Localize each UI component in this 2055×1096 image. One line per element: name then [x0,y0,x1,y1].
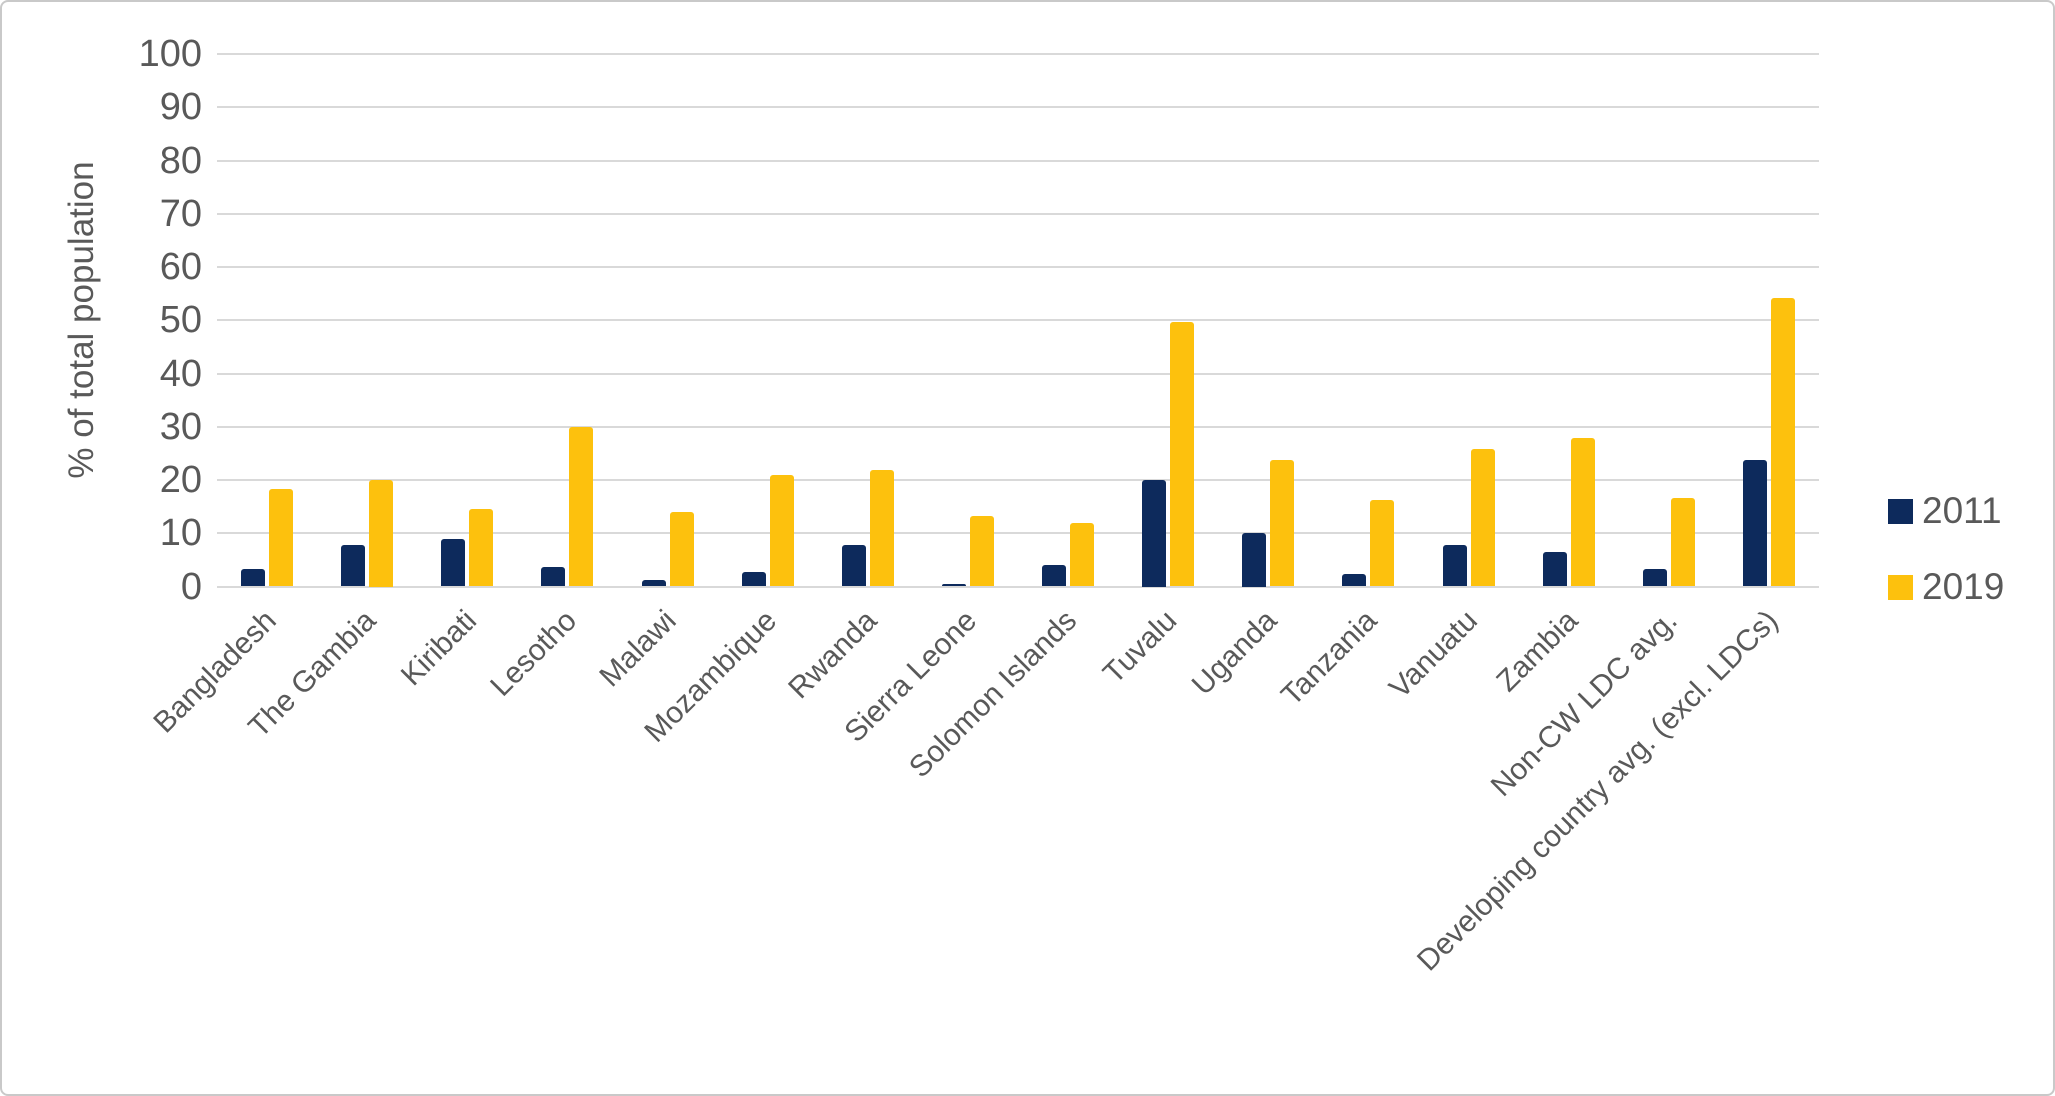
gridline-90 [217,106,1819,109]
legend-label-2011: 2011 [1922,490,2002,531]
legend-swatch-2019 [1888,574,1913,600]
bar-2011-tanzania [1342,573,1367,587]
bar-2011-mozambique [741,572,766,587]
bar-2019-the-gambia [369,480,394,587]
bar-2019-bangladesh [269,489,294,587]
bar-2019-developing-country-avg-excl-ldcs [1770,297,1795,587]
bar-2019-lesotho [569,427,594,587]
bar-2011-sierra-leone [941,584,966,587]
bar-2011-vanuatu [1442,545,1467,587]
bar-2019-non-cw-ldc-avg [1670,497,1695,587]
gridline-30 [217,425,1819,428]
bar-2019-solomon-islands [1070,522,1095,587]
bar-2019-kiribati [469,509,494,587]
y-tick-label-20: 20 [159,459,202,501]
x-tick-label-non-cw-ldc-avg: Non-CW LDC avg. [1485,604,1685,803]
y-axis-title: % of total population [62,161,101,479]
x-tick-label-lesotho: Lesotho [483,604,583,703]
bar-2011-uganda [1242,533,1267,587]
y-tick-label-50: 50 [159,299,202,342]
bar-2011-malawi [641,580,666,587]
gridline-20 [217,479,1819,481]
y-tick-label-40: 40 [159,352,202,395]
legend-item-2011: 2011 [1888,490,2004,532]
gridline-40 [217,372,1819,375]
gridline-100 [217,53,1819,55]
x-tick-label-rwanda: Rwanda [781,604,884,706]
legend-item-2019: 2019 [1888,566,2004,608]
x-tick-label-tuvalu: Tuvalu [1097,604,1184,691]
x-tick-label-tanzania: Tanzania [1275,604,1384,713]
bar-2019-tuvalu [1170,322,1195,587]
x-tick-label-kiribati: Kiribati [394,604,483,693]
x-tick-label-malawi: Malawi [593,604,683,694]
bar-2019-malawi [669,512,694,587]
y-tick-label-80: 80 [159,139,202,182]
y-tick-label-0: 0 [180,565,202,608]
gridline-0 [217,585,1819,588]
legend: 2011 2019 [1888,490,2004,608]
bar-2011-bangladesh [241,569,266,587]
y-tick-label-70: 70 [159,192,202,235]
x-tick-label-solomon-islands: Solomon Islands [903,604,1084,785]
gridline-50 [217,319,1819,322]
gridline-10 [217,532,1819,535]
x-tick-label-zambia: Zambia [1489,604,1585,699]
bar-2019-vanuatu [1470,448,1495,587]
legend-label-2019: 2019 [1922,566,2005,607]
bar-2019-zambia [1570,437,1595,587]
bar-2019-uganda [1270,459,1295,587]
bar-2011-non-cw-ldc-avg [1642,569,1667,587]
bar-2011-solomon-islands [1042,564,1067,587]
legend-swatch-2011 [1888,498,1913,524]
y-tick-label-100: 100 [138,33,202,75]
bar-2019-tanzania [1370,500,1395,587]
bar-2011-tuvalu [1142,480,1167,587]
bar-2011-kiribati [441,539,466,587]
x-tick-label-uganda: Uganda [1186,604,1284,702]
y-tick-label-60: 60 [159,246,202,288]
bar-2019-rwanda [869,469,894,587]
bar-2019-sierra-leone [969,515,994,587]
x-tick-label-developing-country-avg-excl-ldcs: Developing country avg. (excl. LDCs) [1410,604,1785,978]
y-tick-label-10: 10 [159,512,202,555]
bar-2011-zambia [1542,552,1567,587]
y-tick-label-30: 30 [159,405,202,448]
gridline-80 [217,159,1819,162]
gridline-70 [217,212,1819,215]
bar-2011-developing-country-avg-excl-ldcs [1742,459,1767,587]
bar-2011-rwanda [841,544,866,587]
gridline-60 [217,266,1819,268]
bar-2011-the-gambia [341,544,366,587]
y-tick-label-90: 90 [159,86,202,129]
bar-2019-mozambique [769,475,794,587]
x-tick-label-vanuatu: Vanuatu [1383,604,1484,705]
bar-2011-lesotho [541,566,566,587]
